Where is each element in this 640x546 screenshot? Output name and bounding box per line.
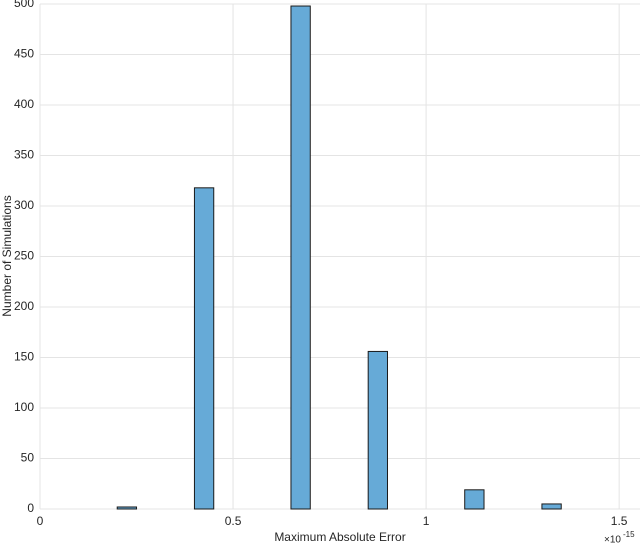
y-tick-label: 400	[14, 97, 34, 111]
y-tick-label: 350	[14, 148, 34, 162]
x-tick-label: 1.5	[611, 514, 628, 528]
bar	[541, 503, 562, 510]
x-exponent-base: ×10	[604, 535, 621, 546]
y-tick-label: 300	[14, 198, 34, 212]
bar	[116, 506, 138, 510]
y-tick-label: 150	[14, 350, 34, 364]
x-tick-label: 0.5	[225, 514, 242, 528]
y-axis-label: Number of Simulations	[0, 195, 14, 316]
bar	[193, 187, 215, 510]
bar	[290, 5, 311, 510]
y-tick-label: 200	[14, 299, 34, 313]
y-tick-label: 50	[21, 451, 35, 465]
y-tick-label: 450	[14, 47, 34, 61]
bar	[367, 350, 388, 510]
bar	[464, 489, 485, 510]
x-exponent: -15	[623, 530, 635, 539]
y-tick-label: 500	[14, 0, 34, 10]
x-axis-label: Maximum Absolute Error	[274, 530, 405, 544]
x-tick-label: 0	[37, 514, 44, 528]
y-tick-label: 100	[14, 400, 34, 414]
y-tick-label: 250	[14, 249, 34, 263]
y-tick-label: 0	[27, 501, 34, 515]
x-tick-label: 1	[423, 514, 430, 528]
